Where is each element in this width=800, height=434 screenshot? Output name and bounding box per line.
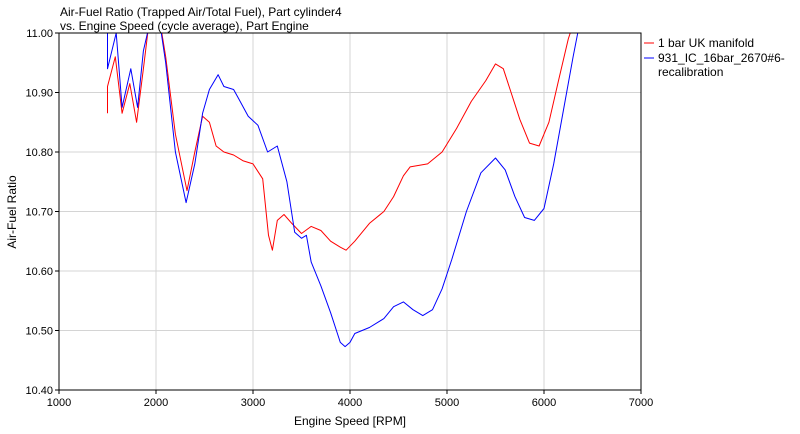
legend: 1 bar UK manifold931_IC_16bar_2670#6-rec… bbox=[644, 36, 785, 79]
legend-label-line-1: 931_IC_16bar_2670#6- bbox=[658, 51, 785, 65]
x-tick-label: 7000 bbox=[629, 397, 653, 409]
x-tick-label: 2000 bbox=[144, 397, 168, 409]
x-tick-label: 1000 bbox=[47, 397, 71, 409]
chart-title: Air-Fuel Ratio (Trapped Air/Total Fuel),… bbox=[60, 5, 342, 19]
chart-subtitle: vs. Engine Speed (cycle average), Part E… bbox=[60, 19, 309, 33]
y-tick-label: 10.90 bbox=[25, 88, 53, 100]
series-line-uk-manifold bbox=[107, 33, 571, 251]
y-tick-label: 10.40 bbox=[25, 385, 53, 397]
series-group bbox=[107, 33, 579, 348]
legend-label-recalibration: 931_IC_16bar_2670#6-recalibration bbox=[658, 51, 785, 79]
y-tick-label: 10.60 bbox=[25, 266, 53, 278]
y-tick-label: 11.00 bbox=[26, 28, 53, 40]
x-axis-ticks: 1000 2000 3000 4000 5000 6000 7000 bbox=[47, 390, 653, 409]
y-axis-label: Air-Fuel Ratio bbox=[5, 175, 19, 249]
x-axis-label: Engine Speed [RPM] bbox=[294, 414, 406, 428]
legend-label-line-2: recalibration bbox=[658, 65, 723, 79]
y-axis-ticks: 10.40 10.50 10.60 10.70 10.80 10.90 11.00 bbox=[25, 28, 59, 397]
y-tick-label: 10.80 bbox=[25, 147, 53, 159]
legend-label-uk-manifold: 1 bar UK manifold bbox=[658, 36, 754, 50]
x-tick-label: 4000 bbox=[338, 397, 362, 409]
y-tick-label: 10.50 bbox=[25, 326, 53, 338]
x-tick-label: 5000 bbox=[435, 397, 459, 409]
series-line-recalibration bbox=[107, 33, 579, 348]
x-tick-label: 3000 bbox=[241, 397, 265, 409]
grid bbox=[58, 32, 642, 391]
y-tick-label: 10.70 bbox=[25, 207, 53, 219]
x-tick-label: 6000 bbox=[532, 397, 556, 409]
